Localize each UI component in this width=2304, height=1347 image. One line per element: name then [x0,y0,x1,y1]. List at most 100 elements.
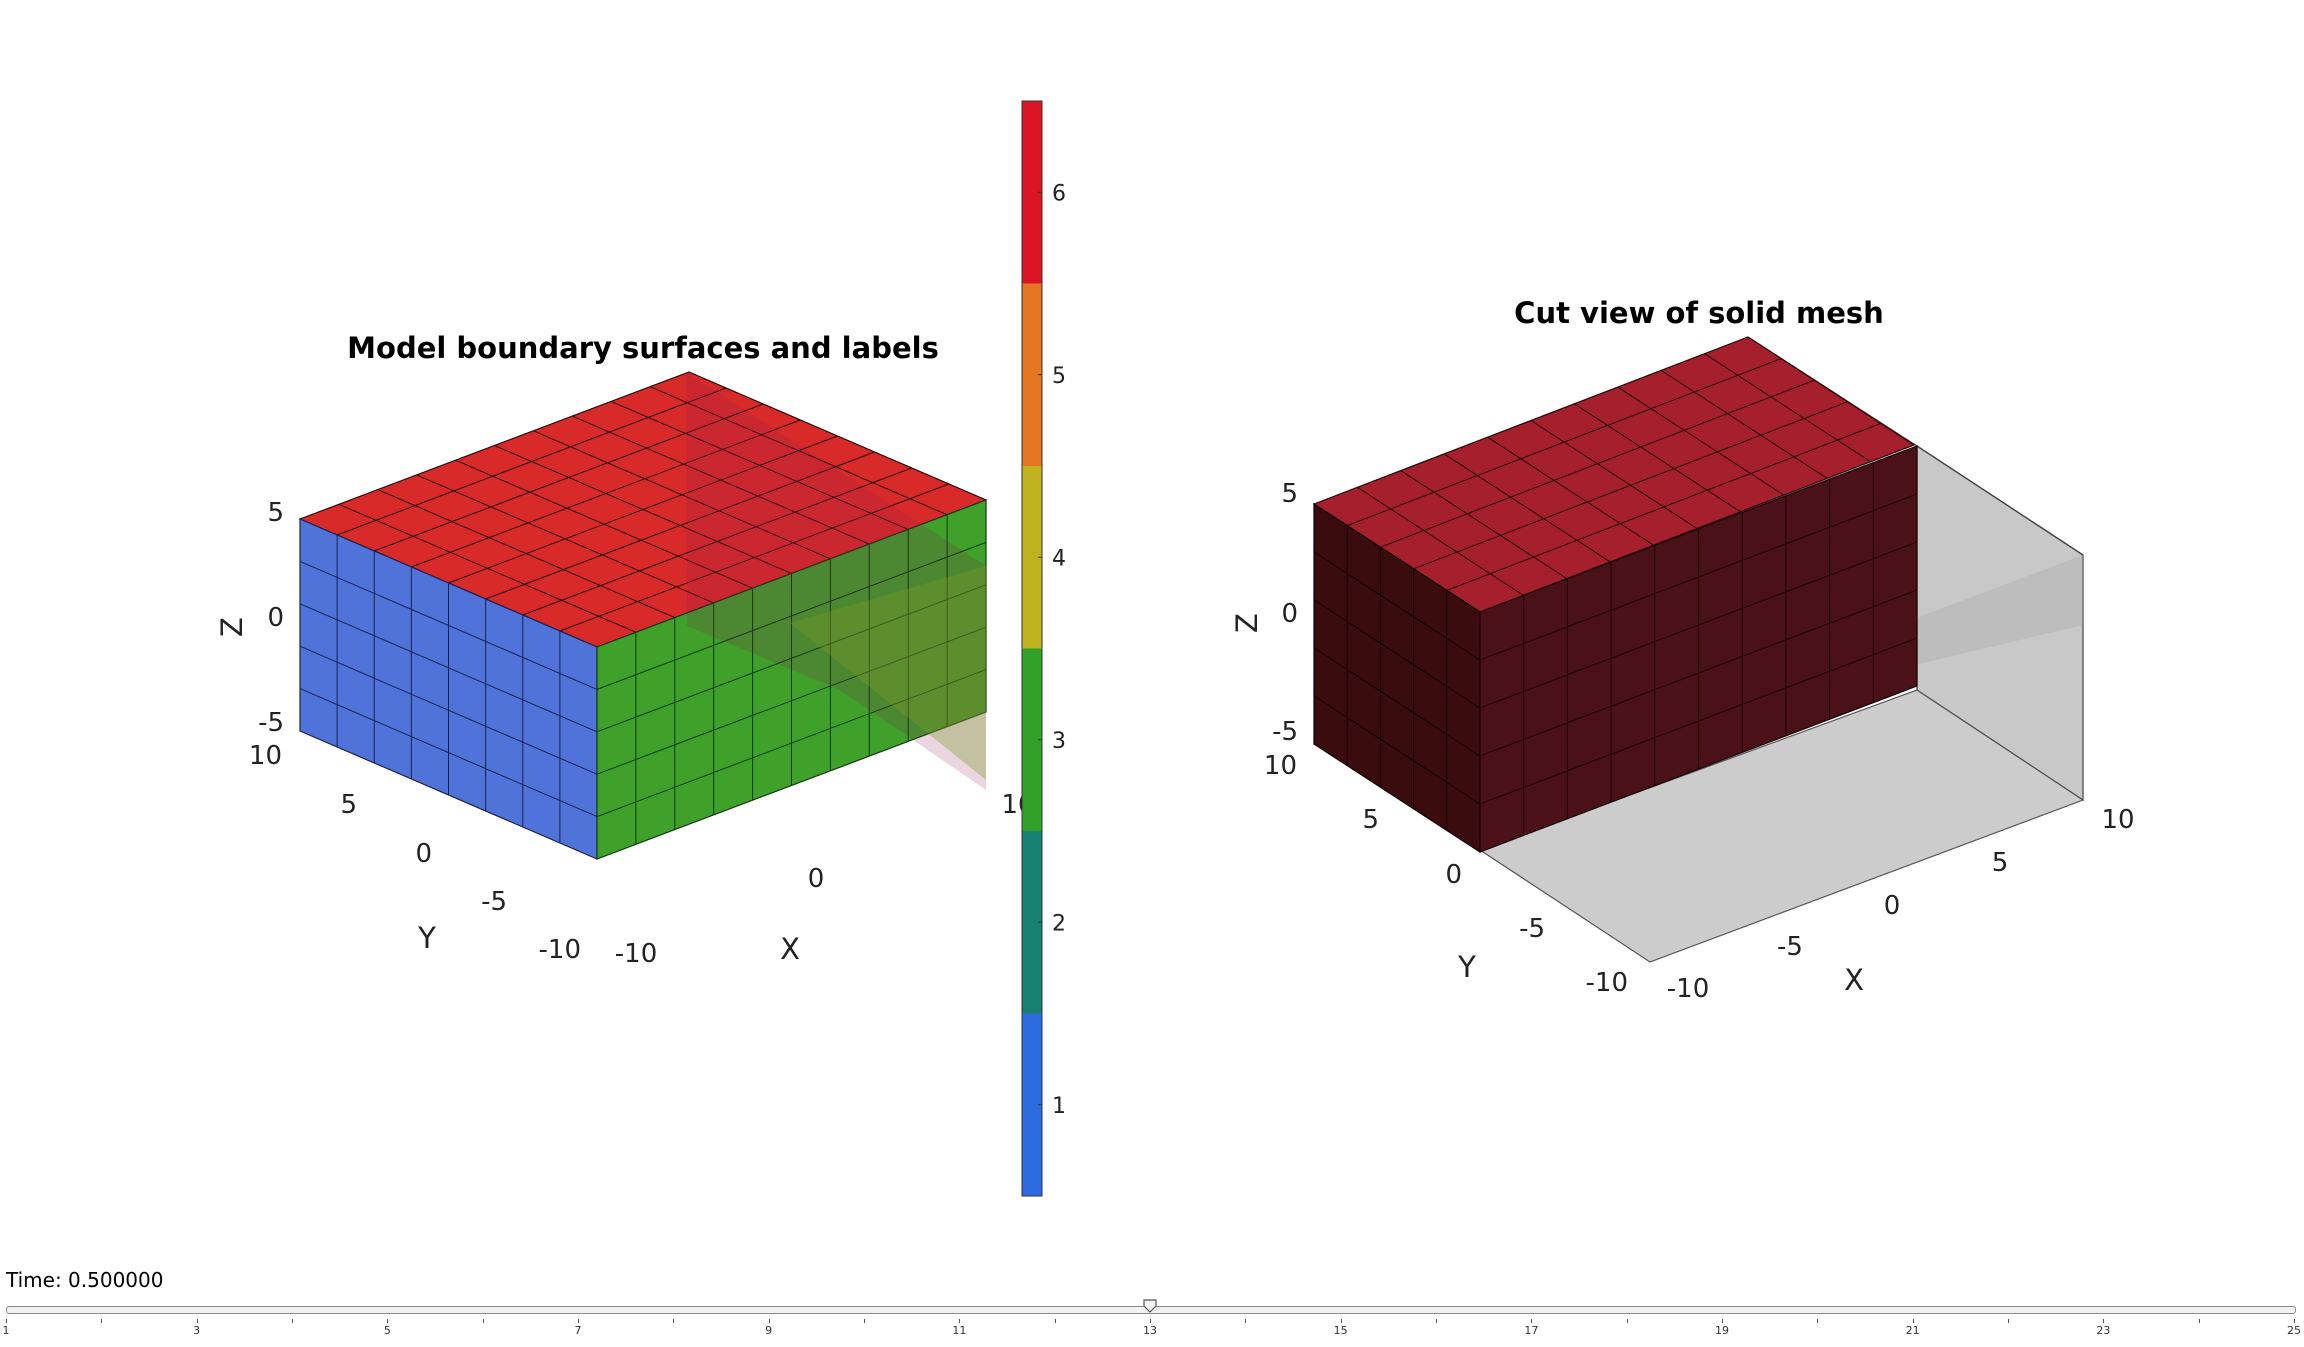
top-face-gridline [611,400,909,530]
x-min-face-gridline [299,688,598,818]
colorbar-tick-label: 2 [1052,911,1066,936]
left-y-ticks: 10 5 0 -5 -10 [249,741,581,965]
slider-tick-label: 21 [1905,1324,1920,1337]
slider-thumb[interactable] [1143,1299,1157,1313]
top-face-gridline [455,459,753,589]
slider-tick-label: 1 [2,1324,10,1337]
time-slider[interactable]: 1 3 5 7 9 11 13 15 17 19 21 23 25 [2,1297,2301,1347]
slider-tick [1912,1319,1914,1323]
top-face-gridline [377,489,675,619]
solid-end-face-gridline [1313,647,1481,757]
right-mesh-box[interactable] [1312,336,2085,963]
slider-tick [1054,1319,1056,1323]
slider-tick [578,1319,579,1323]
solid-top-face-gridline [1400,470,1568,580]
slider-tick-label: 9 [765,1324,773,1337]
right-z-ticks: 5 0 -5 [1272,479,1298,747]
solid-top-face-gridline [1660,369,1828,479]
slider-ticks: 1 3 5 7 9 11 13 15 17 19 21 23 25 [2,1319,2301,1347]
right-plot-title: Cut view of solid mesh [1514,296,1884,330]
right-y-tick: 0 [1445,860,1462,890]
solid-top-face-gridline [1380,379,1815,548]
top-face-gridline [494,445,792,574]
x-min-face-gridline [299,560,598,690]
slider-tick [768,1319,770,1323]
y-min-face-gridline [596,669,987,818]
right-x-tick: -10 [1667,974,1709,1004]
slider-tick [1626,1319,1628,1323]
solid-top-face-gridline [1617,386,1785,496]
left-z-label: Z [215,617,249,637]
left-x-tick: -10 [615,939,657,969]
solid-top-face-gridline [1443,453,1611,563]
right-z-tick: 0 [1281,599,1298,629]
right-y-tick: -5 [1519,914,1545,944]
solid-top-face-gridline [1347,358,1782,527]
time-label: Time: 0.500000 [6,1268,164,1292]
slider-tick [1817,1319,1819,1323]
slider-tick [292,1319,293,1323]
slider-tick-label: 19 [1715,1324,1729,1337]
colorbar-frame [1021,100,1043,1197]
right-x-ticks: -10 -5 0 5 10 [1667,805,2135,1004]
solid-front-face-gridline [1479,493,1918,661]
slider-tick [101,1319,103,1323]
colorbar-segment [1022,101,1042,284]
slider-tick [482,1319,484,1323]
slider-tick [2103,1319,2105,1323]
slider-tick-label: 7 [574,1324,582,1337]
cut-box-edge [1916,445,2084,556]
slider-tick [1150,1319,1151,1323]
top-face-gridline [338,503,637,633]
left-y-tick: 5 [340,790,357,820]
slider-tick [2294,1319,2295,1323]
top-face-gridline [649,386,948,516]
left-z-tick: -5 [258,708,284,738]
colorbar-segment [1022,283,1042,466]
solid-front-face-gridline [1479,589,1918,757]
left-x-label: X [780,932,800,966]
right-z-tick: -5 [1272,717,1298,747]
slider-tick-label: 15 [1333,1324,1348,1337]
slider-tick [1722,1319,1723,1323]
top-face-gridline [533,430,831,560]
solid-front-face-gridline [1479,637,1918,805]
slider-tick [387,1319,389,1323]
right-y-tick: -10 [1586,968,1628,998]
left-y-tick: 0 [415,839,432,869]
solid-top-face-gridline [1357,486,1524,596]
right-y-tick: 5 [1362,805,1379,835]
far-face-overlay [790,566,986,780]
right-x-tick: -5 [1777,932,1803,962]
right-x-tick: 0 [1884,891,1901,921]
y-min-face-gridline [596,626,987,775]
slider-tick [196,1319,198,1323]
right-axes: Cut view of solid mesh 5 0 -5 Z 10 5 0 -… [1230,296,2135,1004]
colorbar-tick-label: 3 [1052,729,1066,754]
left-z-tick: 5 [267,498,284,528]
slider-tick [1436,1319,1437,1323]
slider-tick [673,1319,675,1323]
slider-tick [1245,1319,1247,1323]
slider-tick [2198,1319,2200,1323]
cut-box-floor [1478,689,2085,963]
colorbar-tick-label: 4 [1052,546,1066,571]
y-min-face-gridline [596,541,987,690]
left-mesh-box[interactable] [298,371,988,860]
top-face-gridline [572,415,870,545]
left-x-tick: 0 [808,864,825,894]
slider-tick [1531,1319,1533,1323]
left-y-label: Y [417,921,436,955]
solid-top-face-gridline [1530,420,1698,529]
left-plot-title: Model boundary surfaces and labels [347,331,939,365]
slider-tick [2008,1319,2009,1323]
solid-top-face-gridline [1413,401,1848,570]
solid-front-face-gridline [1479,541,1918,709]
colorbar-tick-label: 5 [1052,364,1066,389]
right-x-label: X [1844,963,1864,997]
colorbar-segment [1022,1013,1042,1196]
right-y-label: Y [1457,950,1476,984]
colorbar-segment [1022,648,1042,831]
right-y-ticks: 10 5 0 -5 -10 [1264,751,1628,998]
